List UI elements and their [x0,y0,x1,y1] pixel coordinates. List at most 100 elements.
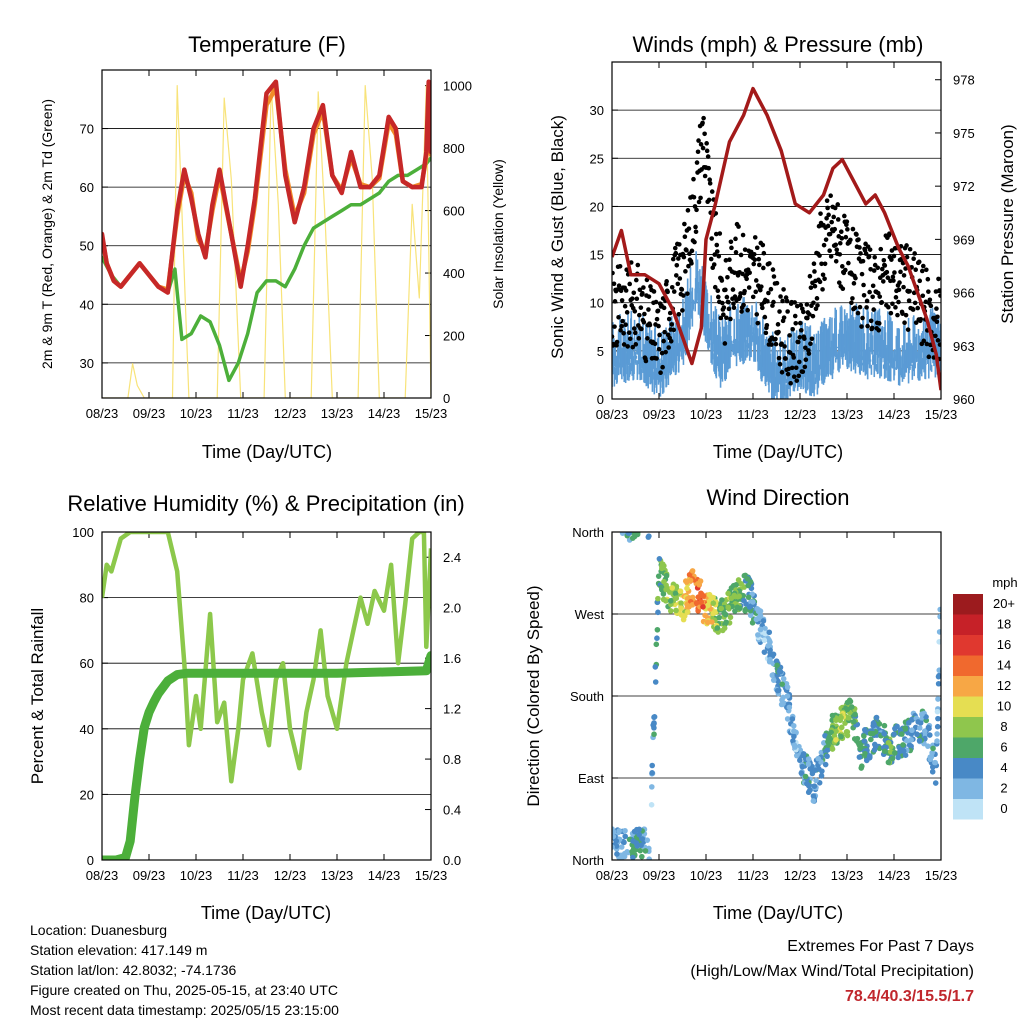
gust-point [723,287,728,293]
gust-point [675,281,681,287]
direction-point [762,630,768,637]
gust-point [854,232,859,237]
direction-point [906,742,913,748]
direction-point [745,594,752,601]
direction-point [838,724,845,731]
direction-point [871,747,878,753]
gust-point [631,326,637,331]
x-axis-label: Time (Day/UTC) [713,903,843,923]
gust-point [660,364,665,370]
extremes-values: 78.4/40.3/15.5/1.7 [845,988,974,1005]
gust-point [677,242,682,247]
gust-point [724,315,729,321]
direction-point [935,680,941,687]
y2-tick-label: 0.4 [443,803,461,818]
gust-point [612,299,618,304]
direction-point [731,592,738,599]
gust-point [802,336,807,341]
gust-point [796,359,802,365]
direction-point [625,532,631,536]
gust-point [775,322,781,327]
gust-point [672,245,678,251]
gust-point [778,294,783,299]
gust-point [771,274,777,279]
gust-point [665,289,670,295]
direction-point [861,727,868,733]
gust-point [617,263,623,269]
gust-point [896,299,901,305]
gust-point [891,253,897,259]
gust-point [825,205,830,211]
y2-tick-label: 200 [443,329,465,344]
gust-point [850,296,855,301]
gust-point [808,285,814,290]
gust-point [810,313,816,319]
direction-point [784,693,791,699]
direction-point [774,662,780,669]
chart-title: Temperature (F) [188,32,346,57]
direction-point [916,725,923,731]
gust-point [783,295,789,300]
gust-point [621,330,626,336]
gust-point [858,251,863,256]
direction-point [799,763,806,770]
gust-point [785,309,790,314]
legend-label: 12 [997,678,1011,693]
y2-tick-label: 2.0 [443,601,461,616]
x-tick-label: 08/23 [86,868,119,883]
gust-point [785,371,791,377]
gust-point [646,307,651,312]
direction-point [789,716,796,722]
direction-point [612,833,617,840]
gust-point [867,289,872,295]
speed-legend: mph 20+ 18 16 14 12 10 8 6 4 2 0 [953,575,1018,820]
gust-point [876,321,882,326]
gust-point [694,160,700,165]
gust-point [706,197,712,203]
direction-point [929,768,936,775]
direction-point [805,761,812,767]
gust-point [879,300,885,305]
direction-point [926,732,933,738]
gust-point [872,254,877,260]
y-tick-label: 50 [80,239,94,254]
gust-point [716,253,722,259]
gust-point [903,266,908,271]
x-tick-label: 13/23 [831,407,864,422]
gust-point [938,293,941,298]
gust-point [648,284,653,289]
gust-point [791,355,797,360]
y-tick-label: West [575,607,605,622]
gust-point [782,344,787,349]
chart-title: Winds (mph) & Pressure (mb) [633,32,924,57]
gust-point [764,322,770,328]
gust-point [774,280,780,286]
gust-point [754,245,760,251]
direction-point [655,609,661,616]
gust-point [790,326,795,332]
direction-point [791,742,798,748]
gust-point [807,312,812,317]
gust-point [752,257,758,262]
temperature-plot-area [102,79,431,398]
gust-point [742,247,748,252]
direction-point [812,767,818,773]
y2-tick-label: 975 [953,126,975,141]
x-tick-label: 11/23 [737,407,769,422]
direction-point [833,737,839,743]
gust-point [824,215,829,221]
x-tick-label: 09/23 [133,868,166,883]
direction-point [673,607,679,614]
direction-point [914,731,920,738]
gust-point [807,273,813,279]
direction-point [716,614,722,621]
gust-point [892,270,897,275]
gust-point [917,278,923,284]
series-solar-insolation [102,84,431,398]
gust-point [887,231,892,236]
gust-point [904,243,909,248]
gust-point [621,342,627,347]
gust-point [696,138,701,143]
gust-point [760,305,765,311]
